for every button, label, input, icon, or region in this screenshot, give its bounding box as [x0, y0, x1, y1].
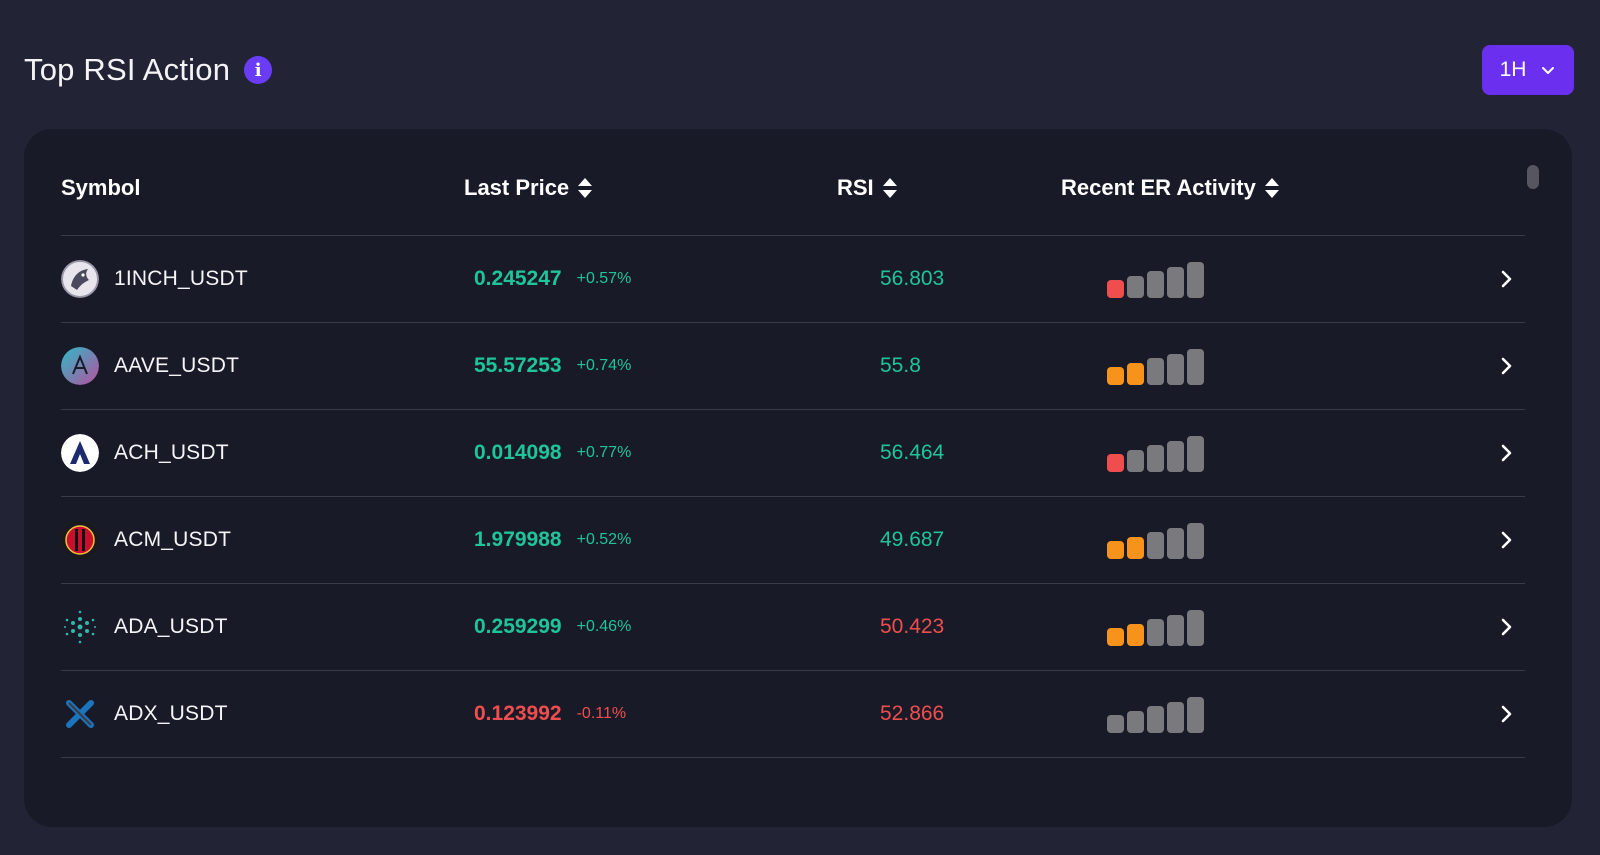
activity-bar: [1147, 619, 1164, 646]
table-header: Symbol Last Price RSI Recent ER Activity: [61, 163, 1525, 213]
er-activity-bars: [1107, 695, 1204, 733]
info-icon[interactable]: i: [244, 56, 273, 84]
rsi-table-card: Symbol Last Price RSI Recent ER Activity…: [24, 129, 1572, 827]
chevron-right-icon[interactable]: [1495, 268, 1517, 290]
table-row[interactable]: [61, 757, 1525, 795]
sort-icon: [882, 178, 897, 198]
activity-bar: [1167, 528, 1184, 559]
activity-bar: [1187, 610, 1204, 646]
rsi-value: 55.8: [880, 354, 921, 377]
activity-bar: [1107, 628, 1124, 646]
timeframe-label: 1H: [1499, 58, 1527, 81]
timeframe-dropdown[interactable]: 1H: [1482, 45, 1574, 95]
last-price: 0.014098: [474, 441, 562, 464]
activity-bar: [1187, 523, 1204, 559]
activity-bar: [1107, 280, 1124, 298]
activity-bar: [1107, 715, 1124, 733]
sort-icon: [578, 178, 593, 198]
symbol-label: ACM_USDT: [114, 528, 232, 551]
table-row[interactable]: ADX_USDT 0.123992 -0.11% 52.866: [61, 670, 1525, 757]
rsi-value: 56.803: [880, 267, 945, 290]
activity-bar: [1167, 354, 1184, 385]
er-activity-bars: [1107, 608, 1204, 646]
aave-icon: [61, 347, 99, 385]
last-price: 0.259299: [474, 615, 562, 638]
price-change: +0.57%: [576, 270, 632, 287]
activity-bar: [1127, 624, 1144, 646]
last-price: 0.245247: [474, 267, 562, 290]
column-header-symbol: Symbol: [61, 175, 141, 200]
symbol-label: ACH_USDT: [114, 441, 229, 464]
symbol-label: 1INCH_USDT: [114, 267, 248, 290]
activity-bar: [1107, 367, 1124, 385]
price-change: +0.52%: [576, 531, 632, 548]
last-price: 0.123992: [474, 702, 562, 725]
chevron-right-icon[interactable]: [1495, 442, 1517, 464]
price-change: -0.11%: [576, 705, 627, 722]
price-change: +0.74%: [576, 357, 632, 374]
rsi-value: 56.464: [880, 441, 945, 464]
rsi-value: 52.866: [880, 702, 945, 725]
activity-bar: [1127, 537, 1144, 559]
activity-bar: [1187, 262, 1204, 298]
table-row[interactable]: ACH_USDT 0.014098 +0.77% 56.464: [61, 409, 1525, 496]
symbol-label: AAVE_USDT: [114, 354, 240, 377]
alchemy-pay-icon: [61, 434, 99, 472]
chevron-right-icon[interactable]: [1495, 355, 1517, 377]
chevron-right-icon[interactable]: [1495, 529, 1517, 551]
activity-bar: [1127, 711, 1144, 733]
chevron-right-icon[interactable]: [1495, 703, 1517, 725]
column-header-rsi[interactable]: RSI: [837, 175, 898, 201]
activity-bar: [1187, 697, 1204, 733]
symbol-label: ADX_USDT: [114, 702, 228, 725]
activity-bar: [1147, 532, 1164, 559]
table-row[interactable]: AAVE_USDT 55.57253 +0.74% 55.8: [61, 322, 1525, 409]
table-row[interactable]: ACM_USDT 1.979988 +0.52% 49.687: [61, 496, 1525, 583]
activity-bar: [1107, 454, 1124, 472]
section-title: Top RSI Action: [24, 52, 231, 87]
activity-bar: [1167, 615, 1184, 646]
er-activity-bars: [1107, 521, 1204, 559]
er-activity-bars: [1107, 434, 1204, 472]
table-row[interactable]: ADA_USDT 0.259299 +0.46% 50.423: [61, 583, 1525, 670]
column-header-last-price[interactable]: Last Price: [464, 175, 593, 201]
activity-bar: [1147, 358, 1164, 385]
chevron-down-icon: [1542, 67, 1555, 74]
activity-bar: [1127, 363, 1144, 385]
activity-bar: [1187, 436, 1204, 472]
activity-bar: [1147, 445, 1164, 472]
symbol-label: ADA_USDT: [114, 615, 228, 638]
er-activity-bars: [1107, 260, 1204, 298]
activity-bar: [1147, 271, 1164, 298]
activity-bar: [1147, 706, 1164, 733]
activity-bar: [1167, 702, 1184, 733]
table-row[interactable]: 1INCH_USDT 0.245247 +0.57% 56.803: [61, 235, 1525, 322]
title-group: Top RSI Action i: [24, 52, 273, 88]
scrollbar-thumb[interactable]: [1527, 165, 1539, 189]
chevron-right-icon[interactable]: [1495, 616, 1517, 638]
price-change: +0.46%: [576, 618, 632, 635]
table-body: 1INCH_USDT 0.245247 +0.57% 56.803 AAVE_USDT 5…: [61, 235, 1525, 795]
rsi-value: 49.687: [880, 528, 945, 551]
adex-icon: [61, 695, 99, 733]
last-price: 1.979988: [474, 528, 562, 551]
price-change: +0.77%: [576, 444, 632, 461]
column-header-recent-er-activity[interactable]: Recent ER Activity: [1061, 175, 1280, 201]
1inch-unicorn-icon: [61, 260, 99, 298]
activity-bar: [1127, 450, 1144, 472]
rsi-value: 50.423: [880, 615, 945, 638]
activity-bar: [1167, 267, 1184, 298]
last-price: 55.57253: [474, 354, 562, 377]
activity-bar: [1107, 541, 1124, 559]
activity-bar: [1187, 349, 1204, 385]
sort-icon: [1264, 178, 1279, 198]
cardano-icon: [61, 608, 99, 646]
section-header: Top RSI Action i 1H: [24, 44, 1574, 96]
activity-bar: [1167, 441, 1184, 472]
er-activity-bars: [1107, 347, 1204, 385]
ac-milan-icon: [61, 521, 99, 559]
activity-bar: [1127, 276, 1144, 298]
